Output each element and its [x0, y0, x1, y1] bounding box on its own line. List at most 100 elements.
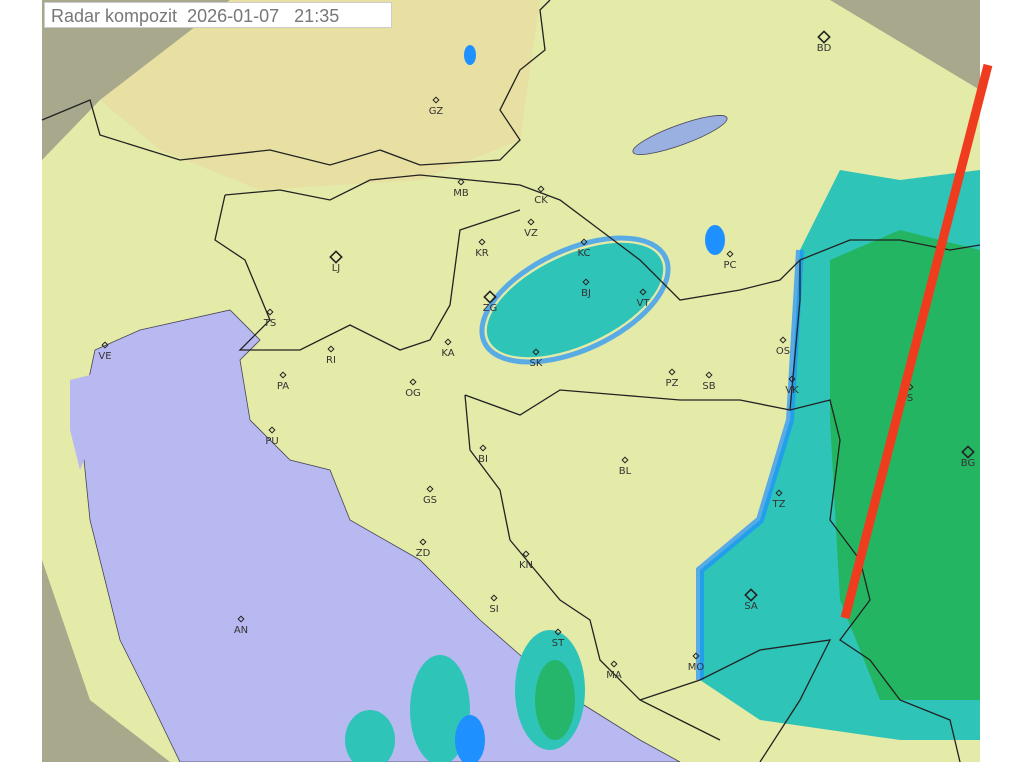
city-marker-icon [610, 660, 618, 668]
city-pz: PZ [666, 368, 679, 389]
city-label: GS [423, 495, 437, 506]
city-label: BG [961, 458, 975, 469]
city-marker-icon [705, 371, 713, 379]
city-marker-icon [237, 615, 245, 623]
city-bi: BI [478, 444, 488, 465]
city-gs: GS [423, 485, 437, 506]
city-tz: TZ [772, 489, 786, 510]
city-marker-icon [580, 238, 588, 246]
city-label: MB [453, 188, 469, 199]
city-label: VK [785, 385, 799, 396]
city-label: LJ [332, 263, 341, 274]
city-ck: CK [534, 185, 548, 206]
city-label: VE [98, 351, 111, 362]
city-label: ST [552, 638, 565, 649]
city-os: OS [776, 336, 790, 357]
city-marker-icon [788, 375, 796, 383]
city-marker-icon [266, 308, 274, 316]
city-vk: VK [785, 375, 799, 396]
city-label: KN [519, 560, 533, 571]
city-label: OS [776, 346, 790, 357]
city-label: SA [744, 601, 758, 612]
city-marker-icon [483, 290, 497, 304]
city-marker-icon [668, 368, 676, 376]
city-marker-icon [409, 378, 417, 386]
city-label: KR [475, 248, 489, 259]
city-label: TZ [772, 499, 786, 510]
city-label: ZG [483, 303, 498, 314]
city-marker-icon [961, 445, 975, 459]
city-label: BI [478, 454, 488, 465]
city-label: PZ [666, 378, 679, 389]
city-kc: KC [578, 238, 591, 259]
city-label: S [907, 393, 913, 404]
city-label: PA [277, 381, 289, 392]
city-pc: PC [723, 250, 737, 271]
city-marker-icon [329, 250, 343, 264]
city-label: CK [534, 195, 548, 206]
city-ri: RI [326, 345, 336, 366]
city-marker-icon [779, 336, 787, 344]
city-pa: PA [277, 371, 289, 392]
city-bd: BD [817, 30, 832, 54]
city-label: PU [265, 436, 278, 447]
city-lj: LJ [329, 250, 343, 274]
city-kn: KN [519, 550, 533, 571]
city-ma: MA [606, 660, 622, 681]
city-kr: KR [475, 238, 489, 259]
city-sa: SA [744, 588, 758, 612]
city-label: OG [405, 388, 421, 399]
city-marker-icon [479, 444, 487, 452]
city-label: KA [441, 348, 454, 359]
city-label: VT [637, 298, 651, 309]
city-bl: BL [619, 456, 632, 477]
city-bj: BJ [581, 278, 591, 299]
city-label: VZ [524, 228, 538, 239]
city-label: SI [489, 604, 498, 615]
title-time: 21:35 [294, 6, 340, 26]
city-zd: ZD [416, 538, 431, 559]
city-label: BJ [581, 288, 591, 299]
city-marker-icon [582, 278, 590, 286]
city-marker-icon [744, 588, 758, 602]
city-sb: SB [702, 371, 716, 392]
borders [41, 0, 981, 762]
city-marker-icon [554, 628, 562, 636]
lake-balaton [632, 115, 728, 155]
city-ka: KA [441, 338, 455, 359]
city-marker-icon [775, 489, 783, 497]
city-marker-icon [639, 288, 647, 296]
city-an: AN [234, 615, 248, 636]
city-marker-icon [426, 485, 434, 493]
city-marker-icon [522, 550, 530, 558]
city-marker-icon [327, 345, 335, 353]
title-date: 2026-01-07 [187, 6, 280, 26]
city-mb: MB [453, 178, 469, 199]
city-marker-icon [532, 348, 540, 356]
city-label: GZ [429, 106, 444, 117]
city-marker-icon [457, 178, 465, 186]
city-label: RI [326, 355, 336, 366]
city-pu: PU [265, 426, 279, 447]
title-label: Radar kompozit [51, 6, 178, 26]
city-marker-icon [101, 341, 109, 349]
city-label: ZD [416, 548, 431, 559]
sea-adriatic [79, 309, 681, 762]
city-marker-icon [432, 96, 440, 104]
city-marker-icon [726, 250, 734, 258]
city-label: PC [723, 260, 736, 271]
city-marker-icon [537, 185, 545, 193]
city-bg: BG [961, 445, 975, 469]
city-label: BD [817, 43, 832, 54]
city-gz: GZ [429, 96, 444, 117]
relief-shading [100, 0, 540, 190]
city-og: OG [405, 378, 421, 399]
city-sk: SK [530, 348, 543, 369]
city-vz: VZ [524, 218, 538, 239]
city-label: AN [234, 625, 248, 636]
city-marker-icon [268, 426, 276, 434]
city-label: MA [606, 670, 622, 681]
annotation-red-line [840, 63, 993, 620]
city-marker-icon [444, 338, 452, 346]
